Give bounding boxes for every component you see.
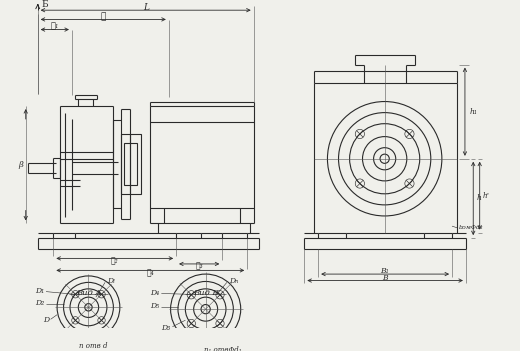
- Text: D₃: D₃: [162, 324, 171, 332]
- Text: L: L: [142, 3, 149, 12]
- Text: B₁: B₁: [380, 267, 389, 275]
- Text: D₅: D₅: [150, 302, 160, 310]
- Text: B: B: [382, 274, 387, 282]
- Text: Вид A: Вид A: [76, 289, 101, 297]
- Bar: [124, 143, 137, 185]
- Bar: [121, 134, 141, 194]
- Text: h₁: h₁: [470, 108, 477, 116]
- Text: n₁ отвΦd₁: n₁ отвΦd₁: [203, 346, 241, 351]
- Text: D: D: [43, 316, 49, 324]
- Text: ℓ₃: ℓ₃: [196, 263, 203, 271]
- Text: hᶜ: hᶜ: [483, 192, 489, 200]
- Text: ℓ₁: ℓ₁: [50, 23, 59, 31]
- Text: Б: Б: [42, 0, 48, 9]
- Text: β: β: [18, 161, 23, 169]
- Text: Dₙ: Dₙ: [229, 277, 238, 285]
- Text: Dₗ: Dₗ: [107, 277, 115, 285]
- Text: ℓ: ℓ: [100, 12, 106, 21]
- Text: D₁: D₁: [35, 287, 44, 295]
- Text: D₂: D₂: [35, 299, 44, 307]
- Text: h: h: [477, 194, 482, 203]
- Text: ℓ₄: ℓ₄: [147, 269, 154, 277]
- Text: bомΦd₃: bомΦd₃: [459, 225, 483, 231]
- Text: ℓ₂: ℓ₂: [110, 257, 118, 265]
- Text: Вид Б: Вид Б: [193, 289, 218, 297]
- Text: n отв d: n отв d: [79, 342, 107, 350]
- Text: D₄: D₄: [150, 289, 160, 297]
